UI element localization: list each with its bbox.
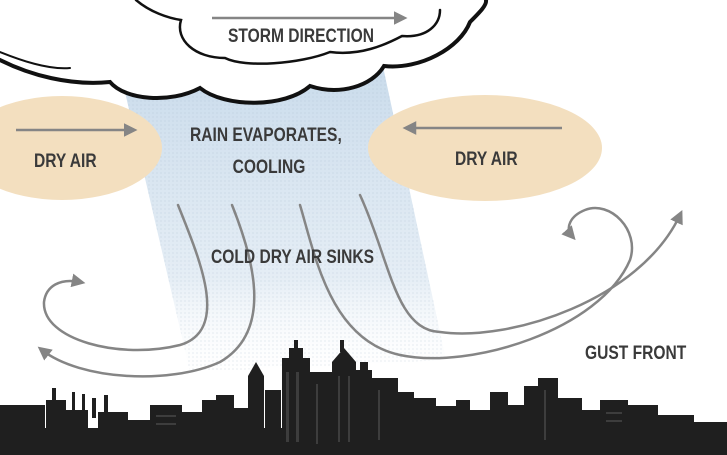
dry-air-left-zone [0, 96, 162, 200]
rain-label-line2: COOLING [232, 157, 306, 178]
downdraft-arrows [37, 193, 683, 378]
outflow-arrow-left-inner [42, 203, 209, 352]
outflow-arrow-right-outer [358, 193, 683, 335]
dry-air-right-label: DRY AIR [455, 149, 518, 170]
storm-direction-label: STORM DIRECTION [228, 26, 374, 47]
dry-air-left-label: DRY AIR [34, 151, 97, 172]
gust-front-label: GUST FRONT [585, 343, 687, 364]
dry-air-right-zone [368, 95, 602, 201]
rain-evaporates-label: RAIN EVAPORATES, COOLING [190, 120, 342, 184]
outflow-arrow-right-inner [298, 203, 634, 360]
cloud-icon [0, 0, 489, 105]
rain-label-line1: RAIN EVAPORATES, [190, 125, 342, 146]
skyline-icon [0, 340, 727, 455]
outflow-arrow-left-outer [37, 203, 256, 378]
cold-air-label: COLD DRY AIR SINKS [211, 247, 375, 268]
rain-shaft [118, 62, 446, 372]
